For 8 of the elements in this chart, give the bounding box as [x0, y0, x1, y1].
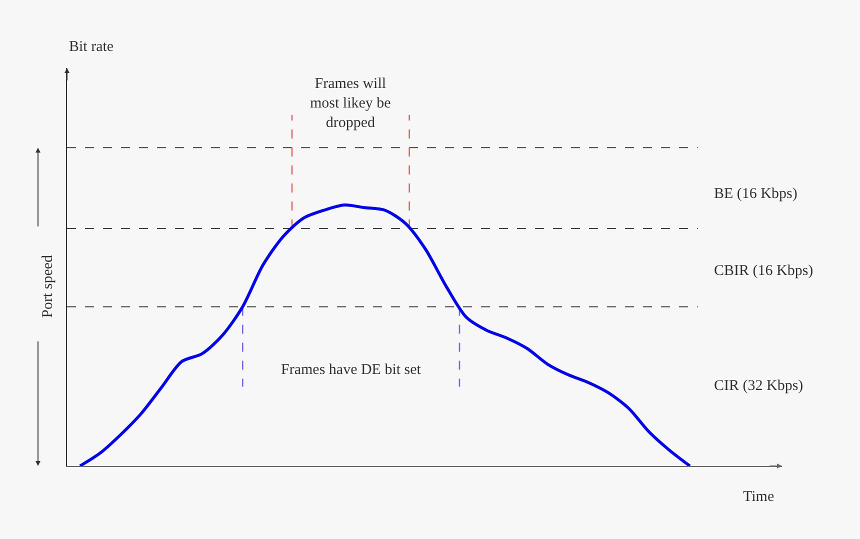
x-axis-title: Time — [743, 489, 774, 505]
text: Frames will most likey be dropped — [310, 76, 392, 131]
annotation: Frames have DE bit set — [281, 362, 422, 378]
text: BE (16 Kbps) — [714, 186, 798, 202]
text: CIR (32 Kbps) — [714, 378, 804, 394]
text: Bit rate — [69, 39, 114, 55]
text: CBIR (16 Kbps) — [714, 263, 814, 279]
text: Port speed — [40, 254, 56, 318]
